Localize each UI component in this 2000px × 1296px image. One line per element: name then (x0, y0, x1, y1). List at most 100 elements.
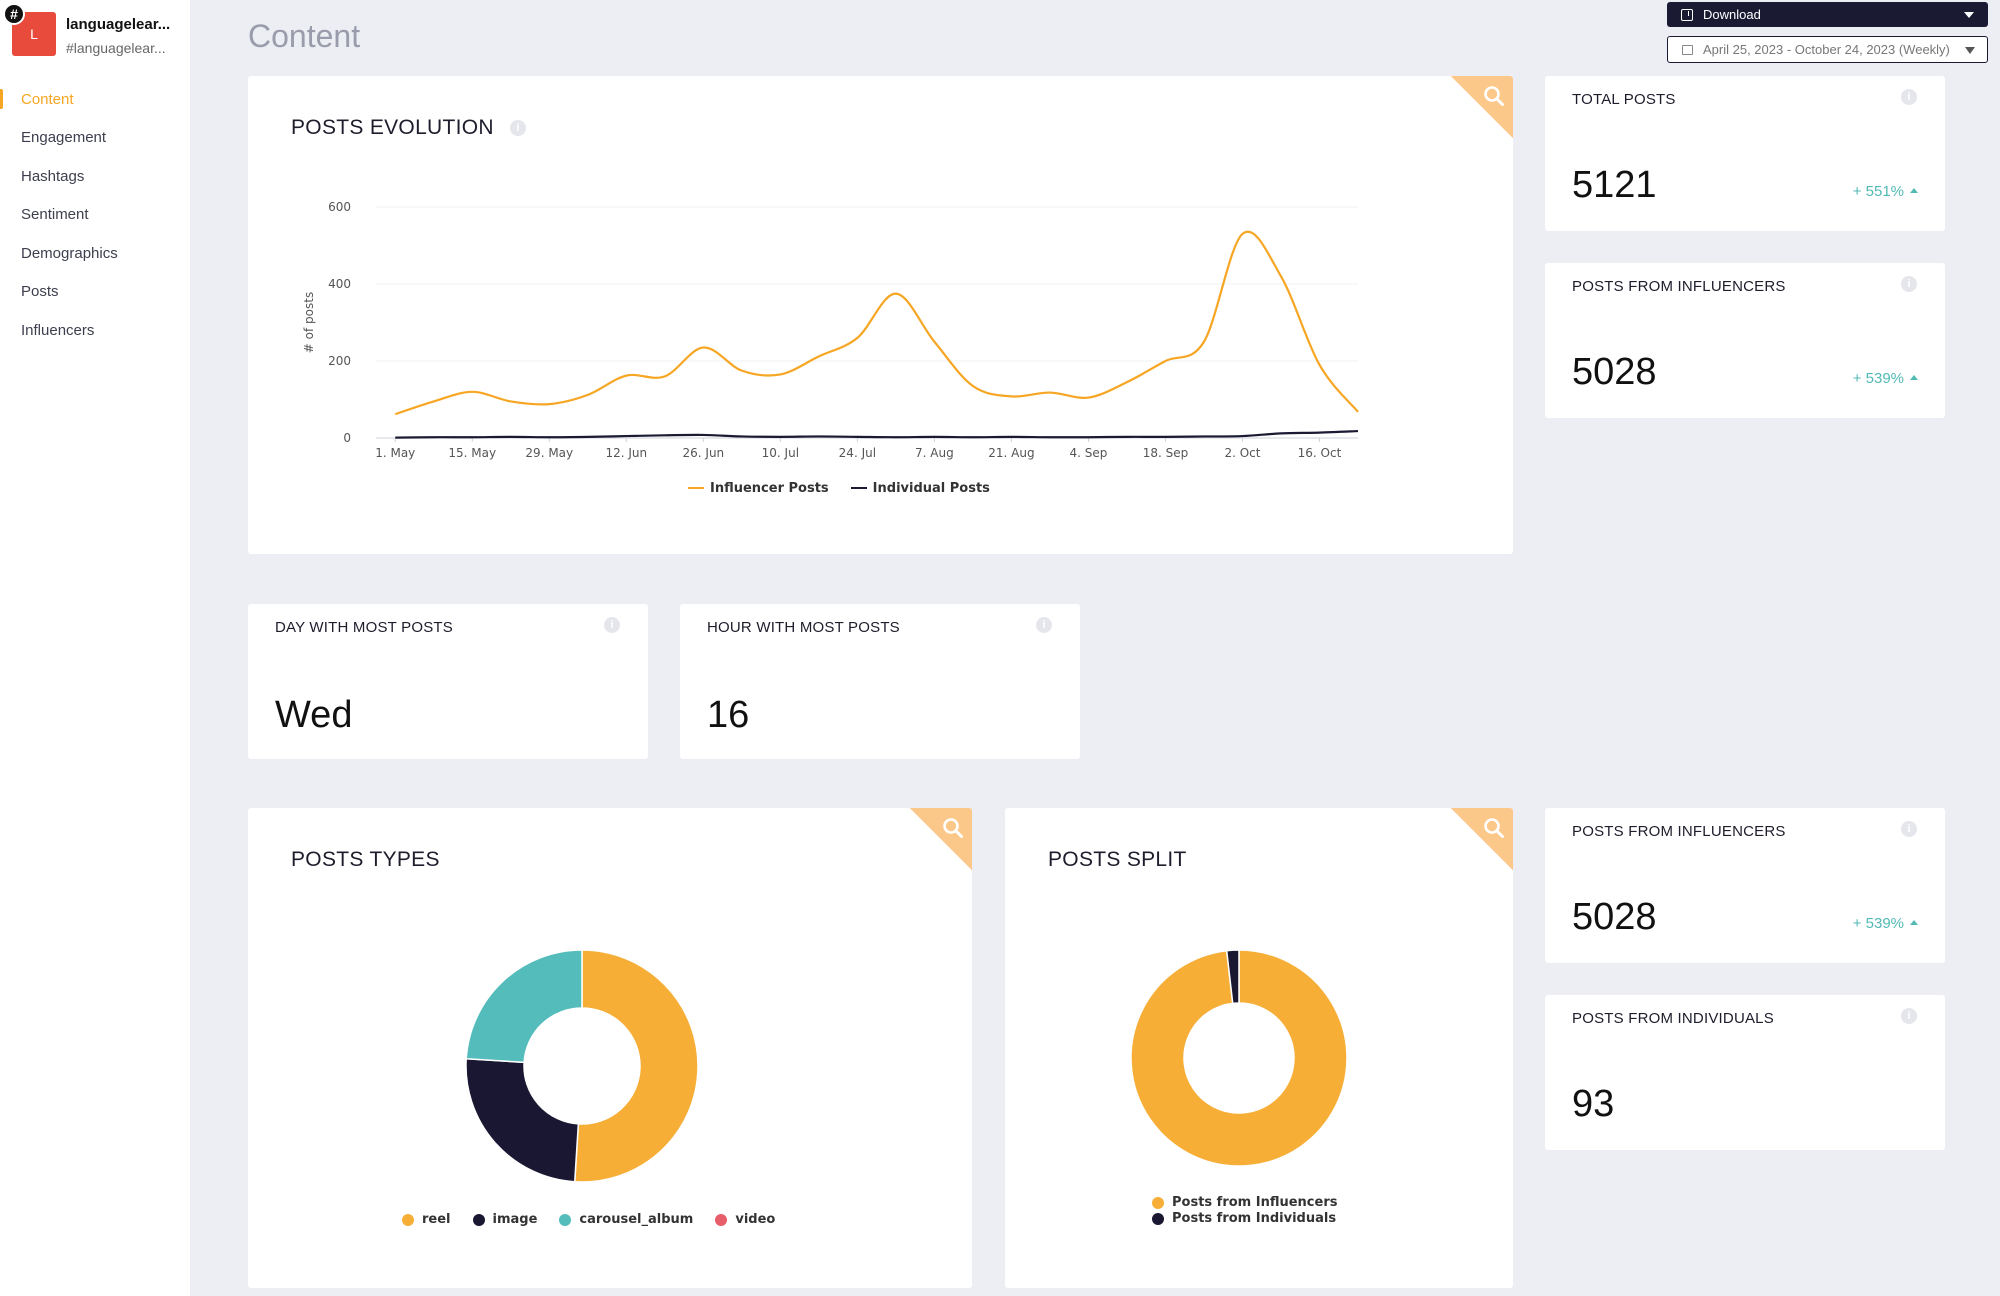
posts-types-title: POSTS TYPES (291, 848, 440, 871)
info-icon[interactable]: i (1901, 1008, 1917, 1024)
brand-handle: #languagelear... (66, 40, 166, 56)
total-posts-label: TOTAL POSTS (1572, 91, 1676, 108)
sidebar: L # languagelear... #languagelear... Con… (0, 0, 190, 1296)
hour-most-posts-value: 16 (707, 694, 750, 736)
sidebar-item-demographics[interactable]: Demographics (21, 244, 118, 262)
legend-item[interactable]: video (715, 1212, 775, 1227)
influencer-posts-card: POSTS FROM INFLUENCERS i 5028 + 539% (1545, 263, 1945, 418)
x-tick-label: 4. Sep (1069, 446, 1107, 460)
total-posts-value: 5121 (1572, 164, 1657, 206)
influencer-posts-line (394, 230, 1359, 416)
search-icon (943, 818, 963, 838)
legend-item[interactable]: Posts from Individuals (1152, 1211, 1337, 1226)
sidebar-nav: Content Engagement Hashtags Sentiment De… (0, 80, 190, 350)
y-tick-label: 0 (343, 431, 351, 445)
brand-name: languagelear... (66, 16, 171, 33)
sidebar-item-sentiment[interactable]: Sentiment (21, 206, 89, 224)
zoom-corner-button[interactable] (1451, 76, 1513, 138)
download-label: Download (1703, 7, 1761, 22)
x-tick-label: 16. Oct (1298, 446, 1342, 460)
legend-label: carousel_album (579, 1212, 694, 1227)
legend-line-swatch (850, 487, 867, 489)
sidebar-item-influencers[interactable]: Influencers (21, 321, 95, 339)
hashtag-icon: # (3, 3, 25, 25)
influencer-posts-value: 5028 (1572, 896, 1657, 938)
individual-posts-line (395, 429, 1359, 439)
legend-item[interactable]: Influencer Posts (688, 481, 829, 496)
posts-split-title: POSTS SPLIT (1048, 848, 1187, 871)
posts-types-legend: reel image carousel_album video (402, 1212, 797, 1230)
x-tick-label: 12. Jun (605, 446, 647, 460)
date-range-picker[interactable]: April 25, 2023 - October 24, 2023 (Weekl… (1667, 36, 1988, 63)
arrow-up-icon (1910, 919, 1918, 925)
total-posts-card: TOTAL POSTS i 5121 + 551% (1545, 76, 1945, 231)
legend-item[interactable]: Posts from Influencers (1152, 1195, 1337, 1210)
posts-from-individuals-slice (1225, 949, 1240, 1005)
posts-types-donut (465, 949, 699, 1183)
legend-item[interactable]: Individual Posts (850, 481, 990, 496)
x-tick-label: 21. Aug (988, 446, 1034, 460)
info-icon[interactable]: i (510, 120, 527, 137)
influencer-posts-label: POSTS FROM INFLUENCERS (1572, 823, 1786, 840)
zoom-corner-button[interactable] (910, 808, 972, 870)
sidebar-item-posts[interactable]: Posts (21, 283, 59, 301)
posts-evolution-chart: 0 200 400 600 # of posts 1. May 15. May 29. May… (302, 200, 1359, 460)
x-tick-label: 1. May (375, 446, 415, 460)
posts-split-card: POSTS SPLIT Posts from Influencers Posts … (1005, 808, 1513, 1288)
legend-item[interactable]: image (472, 1212, 538, 1227)
legend-label: video (735, 1212, 776, 1227)
carousel-album-slice (465, 949, 583, 1064)
individual-posts-card: POSTS FROM INDIVIDUALS i 93 (1545, 995, 1945, 1150)
x-tick-label: 15. May (448, 446, 496, 460)
y-axis-label: # of posts (302, 292, 316, 353)
brand-header[interactable]: L # languagelear... #languagelear... (3, 3, 188, 60)
x-tick-label: 29. May (525, 446, 573, 460)
influencer-posts-change: + 539% (1853, 370, 1918, 387)
download-button[interactable]: Download (1667, 2, 1988, 27)
influencer-posts-value: 5028 (1572, 351, 1657, 393)
legend-item[interactable]: reel (402, 1212, 451, 1227)
total-posts-change-text: + 551% (1852, 183, 1904, 200)
legend-label: Posts from Influencers (1172, 1195, 1338, 1210)
info-icon[interactable]: i (1901, 89, 1917, 105)
posts-split-donut (1130, 949, 1348, 1167)
hour-most-posts-card: HOUR WITH MOST POSTS i 16 (680, 604, 1080, 759)
hour-most-posts-label: HOUR WITH MOST POSTS (707, 619, 900, 636)
influencer-posts-change: + 539% (1853, 915, 1918, 932)
posts-evolution-title-text: POSTS EVOLUTION (291, 116, 494, 139)
info-icon[interactable]: i (1901, 821, 1917, 837)
legend-dot (472, 1213, 485, 1226)
sidebar-item-engagement[interactable]: Engagement (21, 129, 107, 147)
x-tick-label: 10. Jul (762, 446, 799, 460)
posts-evolution-legend: Influencer Posts Individual Posts (688, 478, 1012, 496)
legend-dot (715, 1213, 728, 1226)
info-icon[interactable]: i (1901, 276, 1917, 292)
sidebar-item-content[interactable]: Content (0, 80, 190, 119)
legend-item[interactable]: carousel_album (559, 1212, 693, 1227)
legend-label: image (492, 1212, 538, 1227)
x-tick-label: 26. Jun (683, 446, 725, 460)
individual-posts-value: 93 (1572, 1083, 1615, 1125)
y-tick-label: 600 (328, 200, 351, 214)
legend-label: Posts from Individuals (1172, 1211, 1337, 1226)
individual-posts-label: POSTS FROM INDIVIDUALS (1572, 1010, 1774, 1027)
influencer-posts-label: POSTS FROM INFLUENCERS (1572, 278, 1786, 295)
search-icon (1484, 818, 1504, 838)
y-tick-label: 200 (328, 354, 351, 368)
legend-dot (402, 1213, 414, 1226)
posts-split-legend: Posts from Influencers Posts from Individ… (1152, 1195, 1359, 1227)
legend-label: reel (422, 1212, 451, 1227)
day-most-posts-value: Wed (275, 694, 353, 736)
x-tick-label: 2. Oct (1224, 446, 1260, 460)
date-range-text: April 25, 2023 - October 24, 2023 (Weekl… (1703, 42, 1950, 57)
posts-types-card: POSTS TYPES reel image carousel_album video (248, 808, 972, 1288)
download-icon (1681, 8, 1693, 21)
y-tick-label: 400 (328, 277, 351, 291)
posts-evolution-title: POSTS EVOLUTION i (291, 116, 527, 140)
info-icon[interactable]: i (604, 617, 620, 633)
sidebar-item-hashtags[interactable]: Hashtags (21, 167, 85, 185)
zoom-corner-button[interactable] (1451, 808, 1513, 870)
info-icon[interactable]: i (1036, 617, 1052, 633)
arrow-up-icon (1910, 187, 1918, 193)
calendar-icon (1682, 44, 1693, 55)
